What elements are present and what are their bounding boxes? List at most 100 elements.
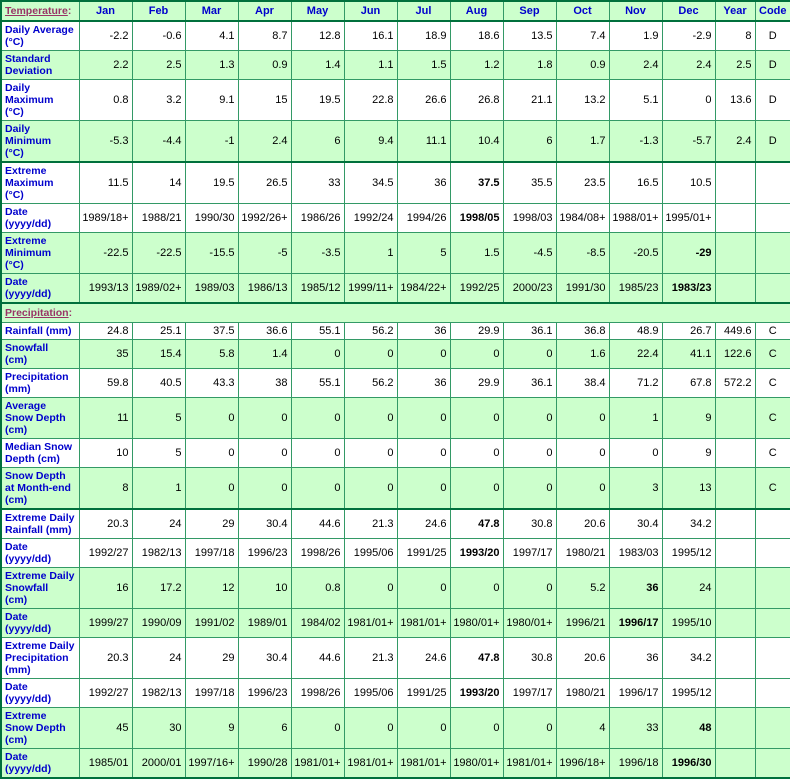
data-cell: 1984/02 (290, 608, 345, 638)
data-cell: C (754, 368, 790, 398)
row-label-extreme-daily-precipitation: Extreme Daily Precipitation (mm) (0, 637, 80, 679)
data-cell: 5 (396, 232, 451, 274)
data-cell: 0 (184, 467, 239, 510)
row-label-daily-minimum: Daily Minimum (°C) (0, 120, 80, 163)
data-cell (754, 538, 790, 568)
data-cell: 1989/01 (237, 608, 292, 638)
data-cell: 0 (290, 467, 345, 510)
data-cell: 45 (78, 707, 133, 749)
table-row-extreme-maximum: Extreme Maximum (°C) 11.5 14 19.5 26.5 33 34.5… (0, 161, 790, 204)
data-cell: 34.5 (343, 161, 398, 204)
data-cell: 2.5 (131, 50, 186, 80)
data-cell: 33 (290, 161, 345, 204)
data-cell: 20.3 (78, 637, 133, 679)
data-cell: 1.8 (502, 50, 557, 80)
data-cell: 0 (502, 438, 557, 468)
data-cell: 30.8 (502, 508, 557, 539)
column-header-jun: Jun (343, 0, 398, 22)
data-cell: 12.8 (290, 20, 345, 51)
data-cell: 0 (396, 567, 451, 609)
data-cell: 0 (449, 467, 504, 510)
row-label-extreme-maximum-date: Date (yyyy/dd) (0, 203, 80, 233)
row-label-standard-deviation: Standard Deviation (0, 50, 80, 80)
data-cell: 10 (237, 567, 292, 609)
data-cell: 36 (396, 161, 451, 204)
data-cell: -1.3 (608, 120, 663, 163)
column-header-aug: Aug (449, 0, 504, 22)
data-cell: 0 (343, 397, 398, 439)
table-row-extreme-daily-precipitation: Extreme Daily Precipitation (mm) 20.3 24 29… (0, 637, 790, 679)
data-cell: 0 (502, 397, 557, 439)
data-cell: -15.5 (184, 232, 239, 274)
data-cell: C (754, 397, 790, 439)
temperature-section-link[interactable]: Temperature: (5, 5, 71, 17)
data-cell: -22.5 (78, 232, 133, 274)
data-cell: 1 (131, 467, 186, 510)
data-cell: 122.6 (714, 339, 756, 369)
data-cell: 6 (502, 120, 557, 163)
data-cell: 1995/12 (661, 538, 716, 568)
data-cell: 48 (661, 707, 716, 749)
data-cell: 1998/03 (502, 203, 557, 233)
data-cell: 1 (343, 232, 398, 274)
data-cell: 16 (78, 567, 133, 609)
data-cell: 1995/10 (661, 608, 716, 638)
data-cell: 1998/26 (290, 538, 345, 568)
data-cell: 34.2 (661, 508, 716, 539)
data-cell (754, 273, 790, 304)
data-cell: 9 (661, 438, 716, 468)
table-row-daily-maximum: Daily Maximum (°C) 0.8 3.2 9.1 15 19.5 22.8 26.… (0, 79, 790, 121)
data-cell: 21.3 (343, 637, 398, 679)
data-cell: 449.6 (714, 322, 756, 340)
column-header-sep: Sep (502, 0, 557, 22)
data-cell: 9.1 (184, 79, 239, 121)
row-label-snowfall: Snowfall (cm) (0, 339, 80, 369)
data-cell: 1996/30 (661, 748, 716, 779)
data-cell: 20.3 (78, 508, 133, 539)
data-cell: 36.1 (502, 322, 557, 340)
data-cell: 1992/24 (343, 203, 398, 233)
data-cell: 24 (131, 637, 186, 679)
row-label-extreme-daily-rainfall-date: Date (yyyy/dd) (0, 538, 80, 568)
data-cell: -5.7 (661, 120, 716, 163)
data-cell: 18.9 (396, 20, 451, 51)
data-cell: 0 (184, 438, 239, 468)
data-cell: 1.9 (608, 20, 663, 51)
data-cell: 0.8 (290, 567, 345, 609)
data-cell: 4.1 (184, 20, 239, 51)
data-cell: 37.5 (449, 161, 504, 204)
data-cell: 24.8 (78, 322, 133, 340)
data-cell: 26.8 (449, 79, 504, 121)
data-cell: 1996/21 (555, 608, 610, 638)
data-cell: 1983/23 (661, 273, 716, 304)
data-cell: 5.1 (608, 79, 663, 121)
data-cell: 26.5 (237, 161, 292, 204)
precipitation-section-link[interactable]: Precipitation: (5, 307, 72, 319)
row-label-extreme-daily-precipitation-date: Date (yyyy/dd) (0, 678, 80, 708)
data-cell: 1995/12 (661, 678, 716, 708)
data-cell: 36.6 (237, 322, 292, 340)
data-cell: 0 (396, 339, 451, 369)
data-cell: 10.5 (661, 161, 716, 204)
data-cell: 1991/25 (396, 538, 451, 568)
data-cell (714, 232, 756, 274)
data-cell: 5.8 (184, 339, 239, 369)
row-label-extreme-maximum: Extreme Maximum (°C) (0, 161, 80, 204)
data-cell: 55.1 (290, 368, 345, 398)
data-cell: 1996/17 (608, 678, 663, 708)
data-cell (714, 567, 756, 609)
data-cell: 47.8 (449, 508, 504, 539)
data-cell (714, 273, 756, 304)
data-cell: 13.6 (714, 79, 756, 121)
table-row-extreme-snow-depth-date: Date (yyyy/dd) 1985/01 2000/01 1997/16+ 1990… (0, 748, 790, 779)
data-cell: 1981/01+ (343, 608, 398, 638)
data-cell: 0 (396, 467, 451, 510)
table-row-extreme-daily-snowfall: Extreme Daily Snowfall (cm) 16 17.2 12 10 0.8… (0, 567, 790, 609)
row-label-extreme-daily-snowfall-date: Date (yyyy/dd) (0, 608, 80, 638)
data-cell: 0 (661, 79, 716, 121)
data-cell: 6 (290, 120, 345, 163)
precipitation-section-row: Precipitation: (0, 302, 790, 323)
data-cell (754, 748, 790, 779)
row-label-extreme-daily-snowfall: Extreme Daily Snowfall (cm) (0, 567, 80, 609)
data-cell: 29.9 (449, 368, 504, 398)
